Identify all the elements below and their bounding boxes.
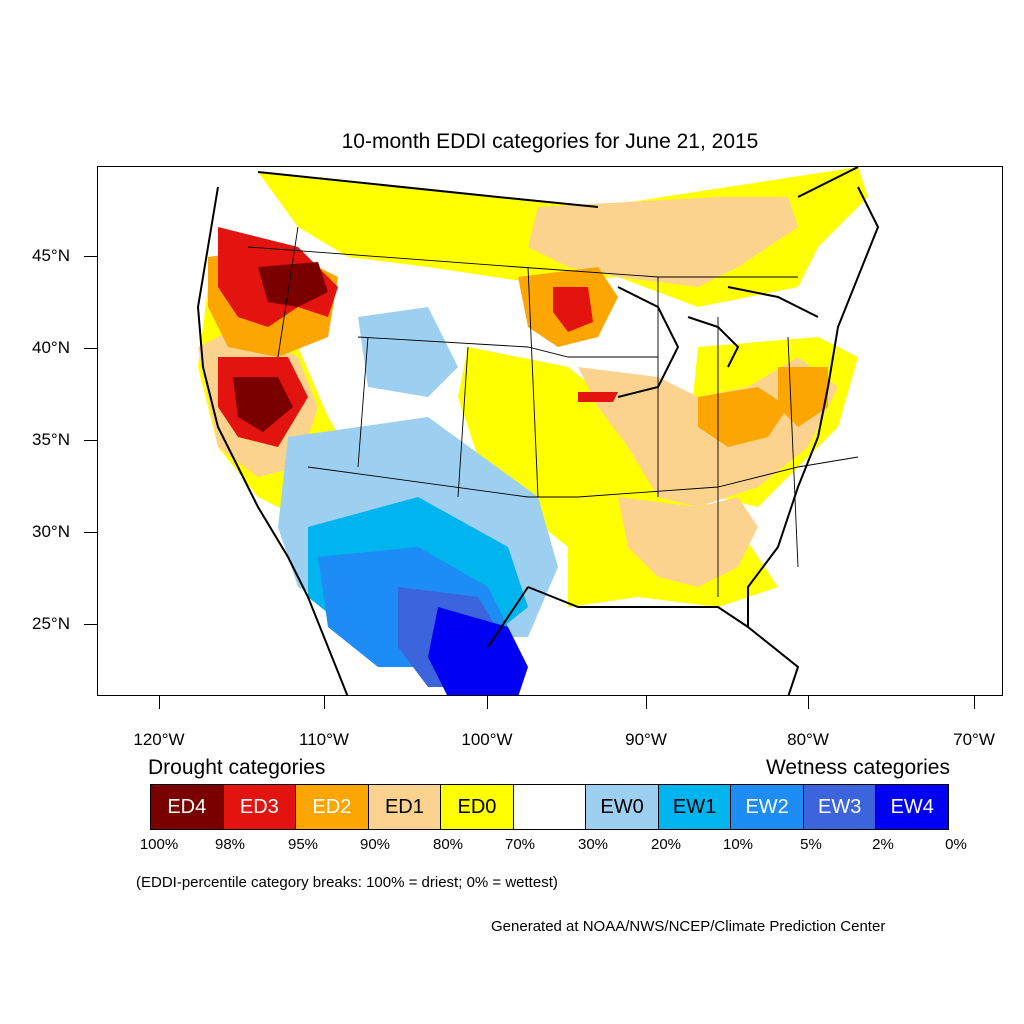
wetness-categories-title: Wetness categories — [765, 756, 950, 779]
ed2-ohio-valley — [698, 387, 788, 447]
legend-label: EW3 — [818, 795, 862, 818]
legend-label: ED2 — [312, 795, 352, 818]
ed1-northern-plains — [528, 197, 798, 287]
lat-label-40: 40°N — [32, 338, 70, 357]
lon-label-90: 90°W — [625, 730, 667, 749]
lat-tick — [84, 532, 97, 533]
lat-tick — [84, 624, 97, 625]
ed1-southeast — [618, 497, 758, 587]
ed4-idaho — [258, 262, 328, 307]
lon-tick — [646, 696, 647, 709]
legend-swatch-ew3: EW3 — [803, 785, 877, 829]
lon-label-120: 120°W — [133, 730, 185, 749]
legend-label: ED1 — [384, 795, 424, 818]
lon-label-110: 110°W — [299, 730, 349, 749]
coastlines — [196, 167, 880, 695]
lon-tick — [159, 696, 160, 709]
legend-swatch-ew4: EW4 — [876, 785, 949, 829]
category-breaks-note: (EDDI-percentile category breaks: 100% =… — [136, 874, 558, 891]
map-panel — [97, 166, 1003, 696]
lat-label-45: 45°N — [32, 246, 70, 265]
percentile-label: 70% — [504, 836, 536, 853]
legend-swatch-ed1: ED1 — [368, 785, 442, 829]
legend-label: ED0 — [457, 795, 497, 818]
percentile-label: 90% — [359, 836, 391, 853]
legend-swatch-normal — [513, 785, 587, 829]
legend-swatch-ed4: ED4 — [151, 785, 224, 829]
percentile-label: 100% — [139, 836, 179, 853]
lon-label-70: 70°W — [953, 730, 995, 749]
percentile-label: 20% — [650, 836, 682, 853]
legend-swatch-ew2: EW2 — [731, 785, 804, 829]
ew4-texas-gulf — [428, 607, 528, 695]
legend-swatch-ew0: EW0 — [586, 785, 659, 829]
ed3-illinois — [578, 392, 618, 402]
legend-swatch-ed3: ED3 — [223, 785, 297, 829]
legend-swatch-ew1: EW1 — [658, 785, 732, 829]
lon-tick — [974, 696, 975, 709]
percentile-label: 2% — [872, 836, 894, 853]
legend-label: ED4 — [167, 795, 207, 818]
lat-tick — [84, 256, 97, 257]
state-boundaries — [247, 226, 859, 597]
legend-label: ED3 — [239, 795, 279, 818]
lat-tick — [84, 440, 97, 441]
percentile-label: 10% — [722, 836, 754, 853]
legend-label: EW2 — [745, 795, 789, 818]
category-legend-bar: ED4 ED3 ED2 ED1 ED0 EW0 EW1 EW2 EW3 EW4 — [150, 784, 949, 830]
legend-label: EW1 — [672, 795, 717, 818]
legend-label: EW4 — [890, 795, 934, 818]
lon-label-100: 100°W — [461, 730, 513, 749]
lon-tick — [324, 696, 325, 709]
percentile-label: 98% — [214, 836, 246, 853]
ed4-nevada — [233, 377, 293, 432]
percentile-label: 5% — [800, 836, 822, 853]
legend-label: EW0 — [600, 795, 644, 818]
map-title: 10-month EDDI categories for June 21, 20… — [341, 130, 759, 153]
lat-label-25: 25°N — [32, 614, 70, 633]
lon-label-80: 80°W — [787, 730, 829, 749]
lon-tick — [487, 696, 488, 709]
percentile-label: 0% — [945, 836, 967, 853]
percentile-label: 30% — [577, 836, 609, 853]
ew0-colorado — [358, 307, 458, 397]
lat-label-30: 30°N — [32, 522, 70, 541]
ed3-dakotas — [553, 287, 593, 332]
credit-line: Generated at NOAA/NWS/NCEP/Climate Predi… — [491, 918, 886, 935]
legend-swatch-ed2: ED2 — [296, 785, 369, 829]
percentile-label: 95% — [287, 836, 319, 853]
ed2-midatlantic — [778, 367, 828, 427]
lat-label-35: 35°N — [32, 430, 70, 449]
lat-tick — [84, 348, 97, 349]
drought-categories-title: Drought categories — [148, 756, 326, 779]
lon-tick — [808, 696, 809, 709]
percentile-label: 80% — [432, 836, 464, 853]
eddi-map — [196, 167, 880, 695]
legend-swatch-ed0: ED0 — [441, 785, 514, 829]
